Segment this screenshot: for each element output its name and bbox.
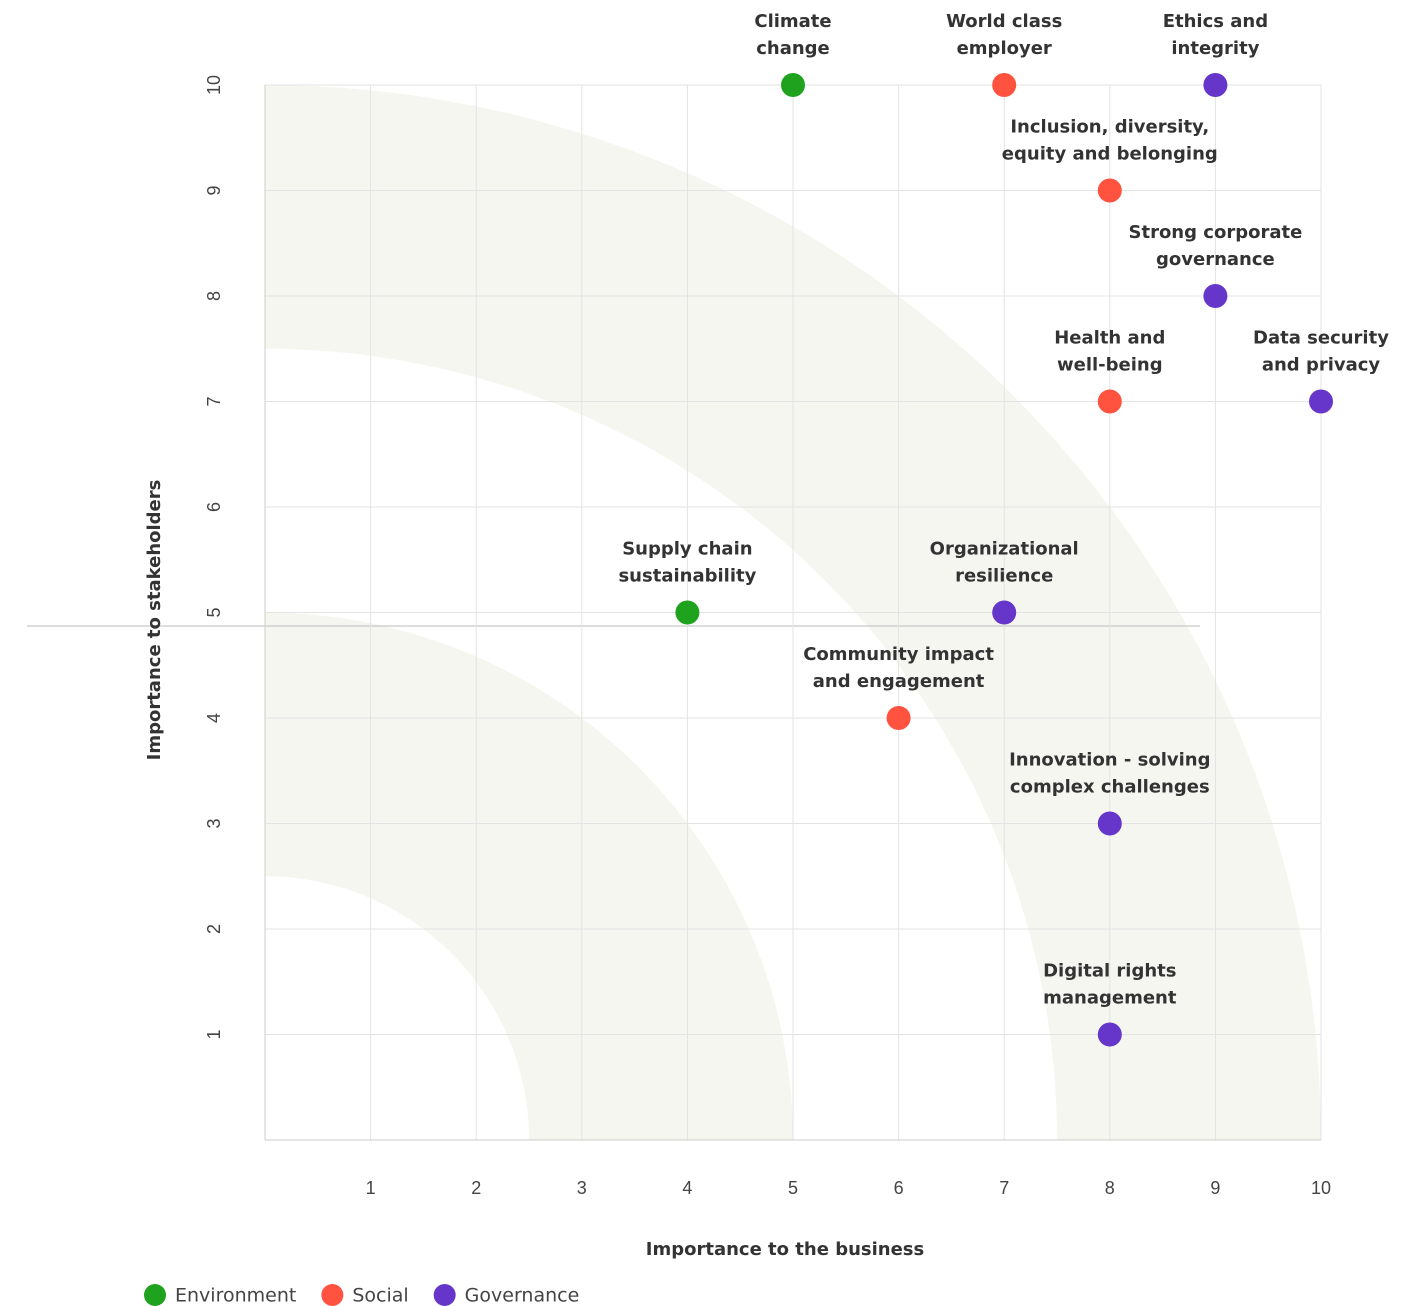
y-axis-title: Importance to stakeholders [144,480,165,761]
point-label: Health and [1054,328,1165,349]
point-label: employer [957,38,1052,59]
legend-marker [433,1284,456,1306]
point-label: and engagement [813,671,985,692]
point [1097,178,1122,203]
y-tick-label: 1 [204,1029,224,1039]
x-tick-label: 10 [1311,1178,1331,1198]
x-tick-label: 9 [1210,1178,1220,1198]
legend-marker [144,1284,166,1306]
x-tick-label: 4 [682,1178,692,1198]
legend-marker [321,1284,344,1306]
legend-label: Environment [175,1285,296,1306]
x-tick-label: 3 [577,1178,587,1198]
point-label: complex challenges [1010,777,1210,798]
point [886,706,911,730]
point-label: Strong corporate [1129,222,1303,243]
point-label: and privacy [1262,355,1381,376]
x-tick-label: 7 [999,1178,1009,1198]
point-label: governance [1156,249,1275,270]
point [1097,811,1122,836]
point-label: Innovation - solving [1009,750,1210,771]
point [1203,73,1228,97]
point [1309,389,1333,414]
y-tick-label: 2 [204,924,224,934]
legend-label: Governance [465,1285,580,1306]
point-label: Inclusion, diversity, [1010,117,1209,138]
point-label: management [1043,988,1177,1009]
band [265,85,1321,1140]
point-label: integrity [1171,38,1259,59]
point [675,600,700,625]
x-tick-label: 2 [471,1178,481,1198]
y-tick-label: 6 [204,502,224,512]
point-label: Ethics and [1163,11,1268,32]
point-label: well-being [1057,355,1163,376]
point [992,73,1017,97]
y-tick-label: 5 [204,607,224,617]
x-tick-label: 8 [1105,1178,1115,1198]
y-tick-label: 8 [204,291,224,301]
point [992,600,1017,625]
point-label: Climate [754,11,831,32]
background-bands [265,85,1321,1140]
point [781,73,805,97]
y-tick-label: 7 [204,396,224,406]
band [265,612,793,1140]
point [1097,1022,1122,1047]
x-axis-title: Importance to the business [646,1239,924,1260]
x-tick-label: 6 [894,1178,904,1198]
x-tick-label: 5 [788,1178,798,1198]
legend-label: Social [352,1285,408,1306]
point-label: equity and belonging [1002,144,1218,165]
point-label: World class [946,11,1062,32]
y-tick-label: 9 [204,185,224,195]
y-tick-label: 3 [204,818,224,828]
y-tick-label: 10 [204,75,224,95]
point-label: Organizational [930,539,1079,560]
point [1203,284,1228,308]
point-label: resilience [955,566,1053,587]
x-tick-label: 1 [366,1178,376,1198]
point-label: Data security [1253,328,1389,349]
point-label: Supply chain [622,539,752,560]
point-label: sustainability [618,566,756,587]
point-label: Digital rights [1043,961,1176,982]
point-label: change [756,38,830,59]
point [1097,389,1122,414]
y-tick-label: 4 [204,713,224,723]
point-label: Community impact [803,644,994,665]
